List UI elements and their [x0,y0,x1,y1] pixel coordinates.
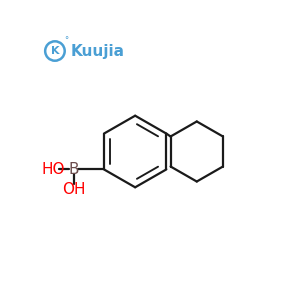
Text: K: K [51,46,59,56]
Text: B: B [68,162,79,177]
Text: HO: HO [41,162,64,177]
Text: OH: OH [62,182,85,196]
Text: Kuujia: Kuujia [70,44,124,59]
Text: °: ° [64,36,69,45]
